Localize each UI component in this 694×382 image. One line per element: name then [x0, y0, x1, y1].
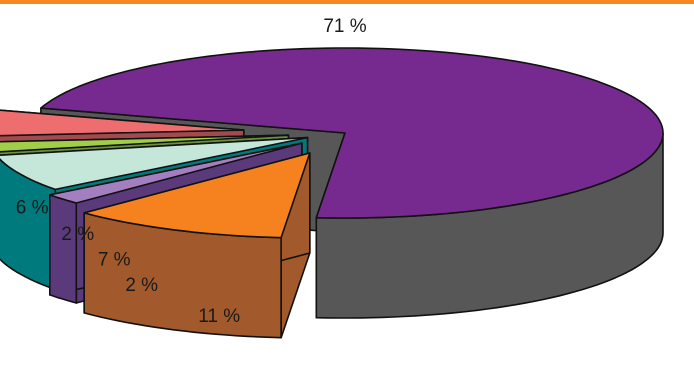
- pie-slice-top-1: [83, 152, 311, 239]
- pie-slice-top-4: [0, 134, 290, 153]
- pie-slice-top-3: [0, 136, 309, 191]
- data-label-5: 6 %: [16, 197, 49, 218]
- pie-slice-side-2: [49, 194, 78, 304]
- pie-slice-top-2: [49, 142, 303, 204]
- pie-tops: [0, 47, 664, 339]
- pie-slice-1: [83, 152, 311, 339]
- top-accent-rule: [0, 0, 694, 4]
- data-label-0: 71 %: [323, 16, 366, 37]
- data-label-2: 2 %: [125, 275, 158, 296]
- pie-slice-top-5: [0, 109, 245, 137]
- data-label-1: 11 %: [198, 306, 240, 327]
- pie-labels: 71 %11 %2 %7 %2 %6 %: [16, 16, 367, 327]
- pie-slice-top-0: [40, 47, 664, 219]
- data-label-3: 7 %: [98, 250, 131, 271]
- data-label-4: 2 %: [61, 224, 94, 245]
